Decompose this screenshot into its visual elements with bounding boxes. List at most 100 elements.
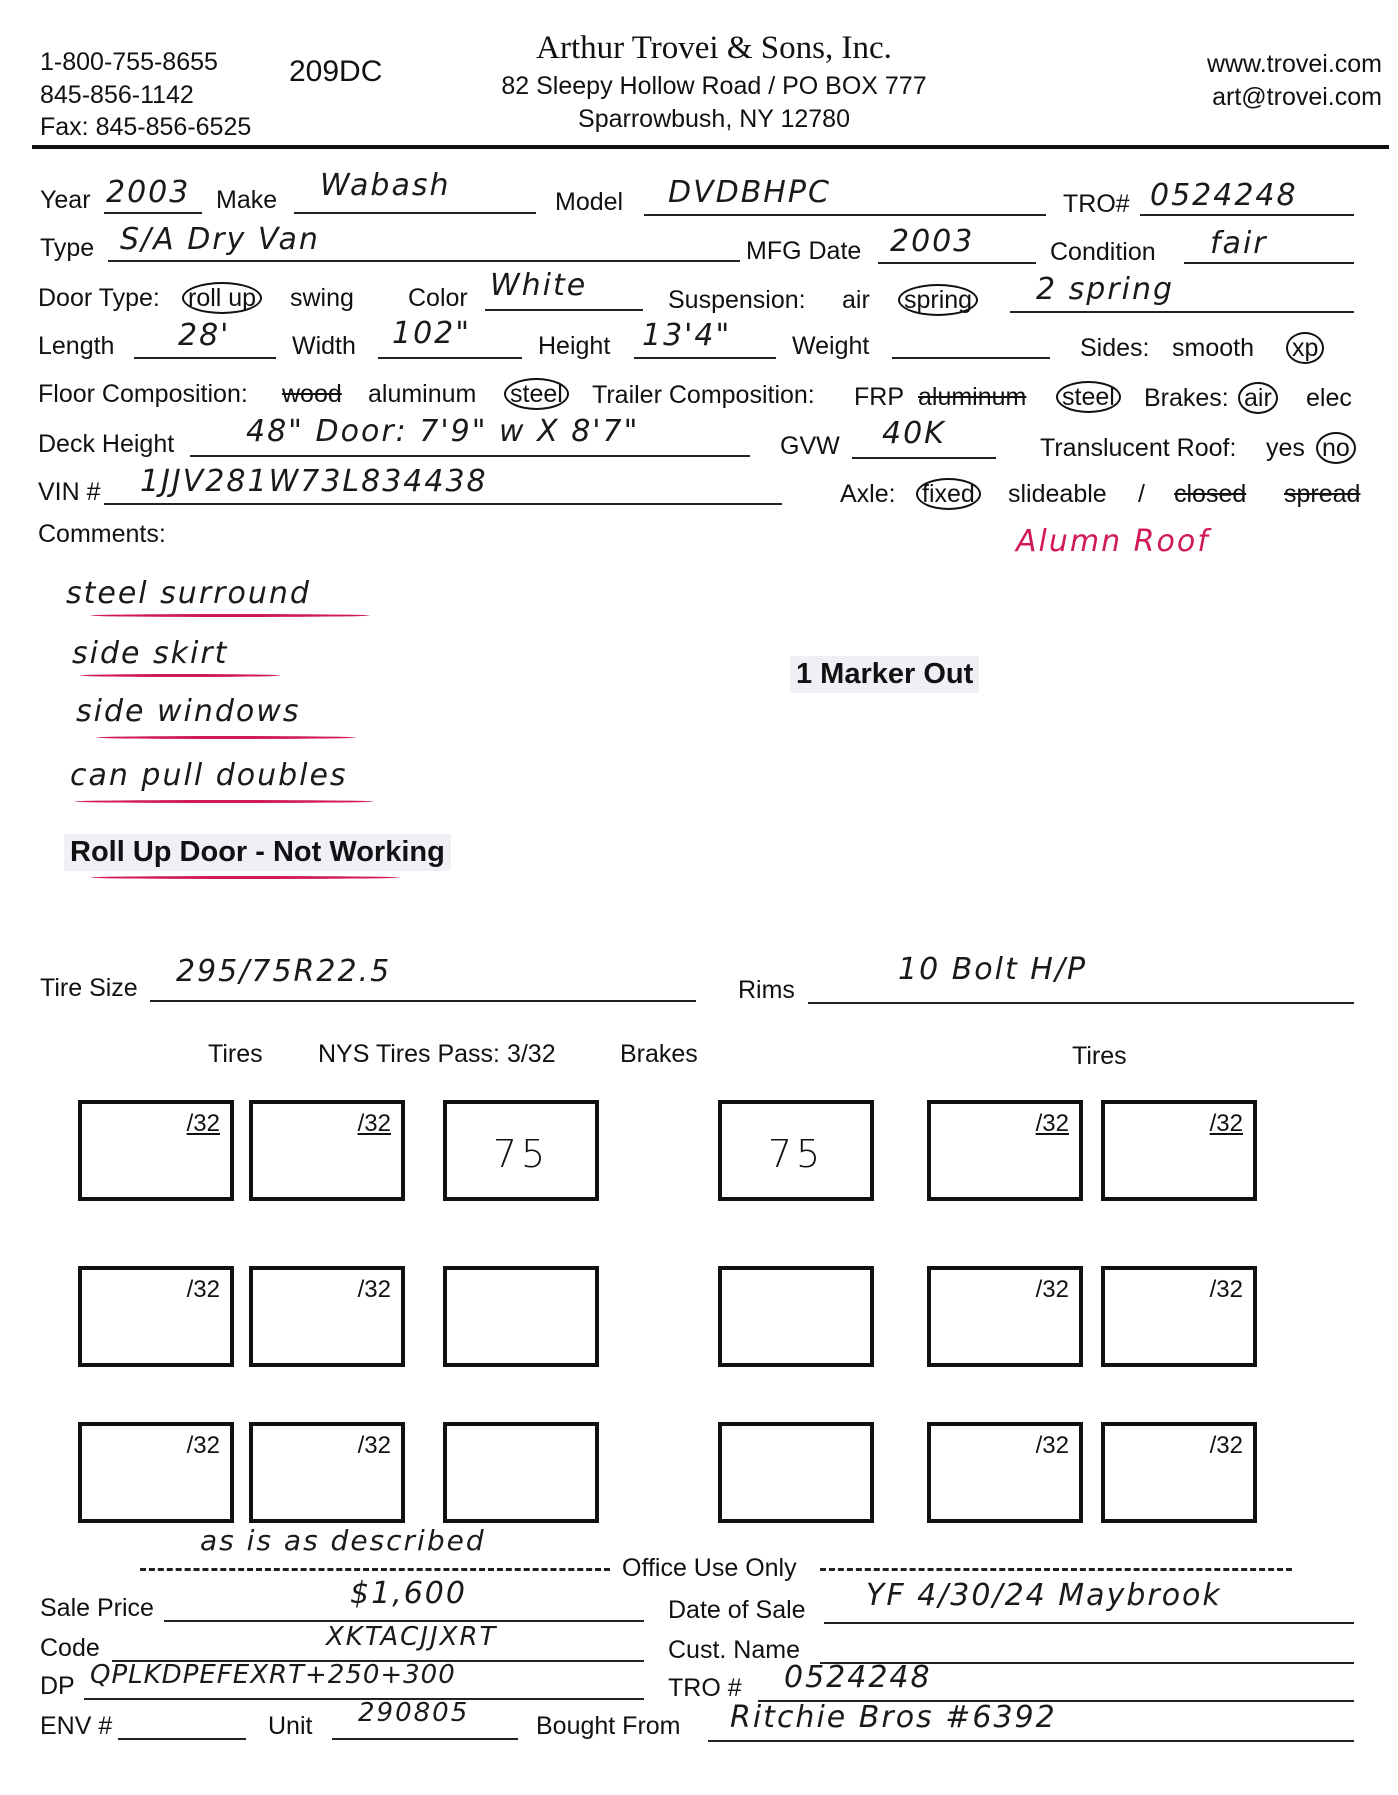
brake-box[interactable]: 75 xyxy=(718,1100,874,1201)
tro-field[interactable]: 0524248 xyxy=(1150,178,1298,213)
axle-fixed-option[interactable]: fixed xyxy=(916,478,981,510)
tread-depth-label: /32 xyxy=(186,1276,220,1303)
gvw-field[interactable]: 40K xyxy=(882,416,946,451)
make-label: Make xyxy=(216,186,278,214)
axle-label: Axle: xyxy=(840,480,896,508)
tread-depth-label: /32 xyxy=(357,1276,391,1303)
axle-spread-option[interactable]: spread xyxy=(1284,480,1361,508)
code-label: Code xyxy=(40,1634,100,1662)
trailer-frp-option[interactable]: FRP xyxy=(854,383,904,411)
translucent-roof-no-option[interactable]: no xyxy=(1316,432,1356,464)
make-field[interactable]: Wabash xyxy=(320,168,451,203)
tires-right-heading: Tires xyxy=(1072,1042,1127,1070)
email-link[interactable]: art@trovei.com xyxy=(1212,83,1382,111)
tire-tread-box[interactable]: /32 xyxy=(78,1100,234,1201)
comment-line-3: side windows xyxy=(76,694,301,729)
comment-line-2: side skirt xyxy=(72,636,229,671)
deck-height-field[interactable]: 48" Door: 7'9" w X 8'7" xyxy=(246,414,640,449)
office-use-only-heading: Office Use Only xyxy=(622,1554,797,1582)
suspension-spring-option[interactable]: spring xyxy=(898,284,979,316)
length-label: Length xyxy=(38,332,115,360)
date-of-sale-field[interactable]: YF 4/30/24 Maybrook xyxy=(866,1578,1222,1613)
translucent-roof-yes-option[interactable]: yes xyxy=(1266,434,1305,462)
axle-closed-option[interactable]: closed xyxy=(1174,480,1247,508)
floor-composition-label: Floor Composition: xyxy=(38,380,248,408)
sale-price-field[interactable]: $1,600 xyxy=(350,1576,467,1611)
door-type-roll-up-option[interactable]: roll up xyxy=(182,282,263,314)
tire-tread-box[interactable]: /32 xyxy=(1101,1422,1257,1523)
tread-depth-label: /32 xyxy=(1209,1110,1243,1137)
website-link[interactable]: www.trovei.com xyxy=(1206,50,1382,78)
sides-smooth-option[interactable]: smooth xyxy=(1172,334,1254,362)
brakes-elec-option[interactable]: elec xyxy=(1306,384,1352,412)
floor-aluminum-option[interactable]: aluminum xyxy=(368,380,477,408)
tire-tread-box[interactable]: /32 xyxy=(927,1100,1083,1201)
brake-box[interactable]: 75 xyxy=(443,1100,599,1201)
unit-field[interactable]: 290805 xyxy=(358,1698,470,1728)
sides-xp-option[interactable]: xp xyxy=(1286,332,1325,364)
bought-from-field[interactable]: Ritchie Bros #6392 xyxy=(730,1700,1057,1735)
brake-value: 75 xyxy=(492,1132,550,1176)
phone-2: 845-856-1142 xyxy=(40,81,194,109)
gvw-label: GVW xyxy=(780,432,840,460)
tread-depth-label: /32 xyxy=(186,1110,220,1137)
brake-box[interactable] xyxy=(443,1266,599,1367)
floor-wood-option[interactable]: wood xyxy=(282,380,342,408)
brakes-air-option[interactable]: air xyxy=(1238,382,1278,414)
door-type-swing-option[interactable]: swing xyxy=(290,284,354,312)
trailer-aluminum-option[interactable]: aluminum xyxy=(918,383,1027,411)
brake-box[interactable] xyxy=(443,1422,599,1523)
height-field[interactable]: 13'4" xyxy=(642,318,732,353)
type-field[interactable]: S/A Dry Van xyxy=(120,222,320,257)
length-field[interactable]: 28' xyxy=(178,318,231,353)
year-field[interactable]: 2003 xyxy=(106,175,191,210)
tire-size-field[interactable]: 295/75R22.5 xyxy=(176,954,392,989)
vin-label: VIN # xyxy=(38,478,101,506)
company-city: Sparrowbush, NY 12780 xyxy=(578,105,850,133)
tire-tread-box[interactable]: /32 xyxy=(1101,1266,1257,1367)
trailer-composition-label: Trailer Composition: xyxy=(592,381,815,409)
trailer-steel-option[interactable]: steel xyxy=(1056,381,1121,413)
comment-line-4: can pull doubles xyxy=(70,758,348,793)
suspension-air-option[interactable]: air xyxy=(842,286,870,314)
door-type-label: Door Type: xyxy=(38,284,160,312)
suspension-note-field[interactable]: 2 spring xyxy=(1036,272,1175,307)
tread-depth-label: /32 xyxy=(1209,1432,1243,1459)
vin-field[interactable]: 1JJV281W73L834438 xyxy=(140,464,488,499)
tire-size-label: Tire Size xyxy=(40,974,138,1002)
cust-name-label: Cust. Name xyxy=(668,1636,800,1664)
tire-tread-box[interactable]: /32 xyxy=(78,1266,234,1367)
env-label: ENV # xyxy=(40,1712,113,1740)
header-rule xyxy=(32,145,1389,149)
width-field[interactable]: 102" xyxy=(392,316,472,351)
brakes-label: Brakes: xyxy=(1144,384,1229,412)
condition-field[interactable]: fair xyxy=(1210,226,1268,261)
year-label: Year xyxy=(40,186,91,214)
tire-tread-box[interactable]: /32 xyxy=(927,1422,1083,1523)
axle-slideable-option[interactable]: slideable xyxy=(1008,480,1107,508)
comments-label: Comments: xyxy=(38,520,166,548)
color-field[interactable]: White xyxy=(490,268,588,303)
tro-label: TRO# xyxy=(1063,190,1130,218)
tro-office-field[interactable]: 0524248 xyxy=(784,1660,932,1695)
code-field[interactable]: XKTACJJXRT xyxy=(326,1622,498,1652)
width-label: Width xyxy=(292,332,356,360)
mfg-date-field[interactable]: 2003 xyxy=(890,224,975,259)
model-field[interactable]: DVDBHPC xyxy=(668,175,831,210)
brake-value: 75 xyxy=(767,1132,825,1176)
sale-price-label: Sale Price xyxy=(40,1594,154,1622)
tire-tread-box[interactable]: /32 xyxy=(927,1266,1083,1367)
tire-tread-box[interactable]: /32 xyxy=(249,1100,405,1201)
floor-steel-option[interactable]: steel xyxy=(504,378,569,410)
tire-tread-box[interactable]: /32 xyxy=(249,1266,405,1367)
rims-field[interactable]: 10 Bolt H/P xyxy=(898,952,1088,987)
tro-office-label: TRO # xyxy=(668,1674,742,1702)
translucent-roof-label: Translucent Roof: xyxy=(1040,434,1237,462)
dp-field[interactable]: QPLKDPEFEXRT+250+300 xyxy=(90,1660,456,1690)
fax: Fax: 845-856-6525 xyxy=(40,113,252,141)
brake-box[interactable] xyxy=(718,1266,874,1367)
tire-tread-box[interactable]: /32 xyxy=(249,1422,405,1523)
tire-tread-box[interactable]: /32 xyxy=(1101,1100,1257,1201)
brake-box[interactable] xyxy=(718,1422,874,1523)
tire-tread-box[interactable]: /32 xyxy=(78,1422,234,1523)
